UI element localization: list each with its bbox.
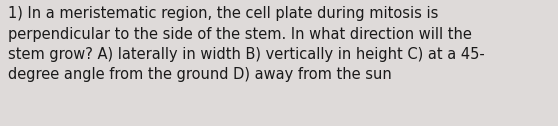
Text: 1) In a meristematic region, the cell plate during mitosis is
perpendicular to t: 1) In a meristematic region, the cell pl… bbox=[8, 6, 485, 83]
